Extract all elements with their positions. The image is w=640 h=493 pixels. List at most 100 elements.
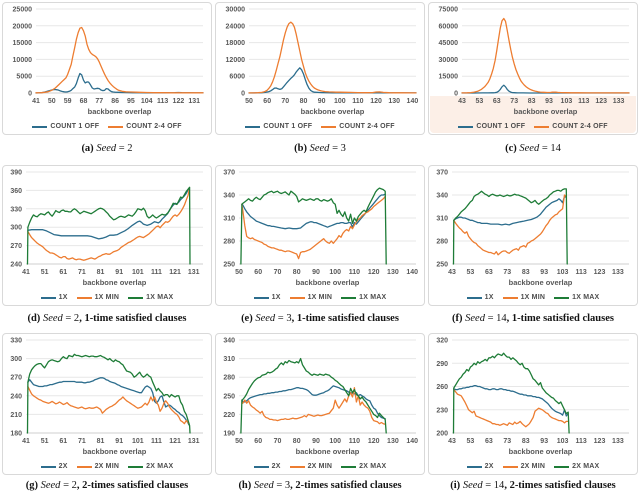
y-tick-label: 300 <box>10 356 22 363</box>
y-tick-label: 180 <box>10 431 22 438</box>
y-tick-label: 340 <box>223 193 235 200</box>
legend-line-swatch <box>554 296 570 299</box>
x-axis-title: backbone overlap <box>509 447 573 456</box>
chart-d-frame: 240 270 300 330 360 390 41 51 61 71 81 91 101 111 121 1… <box>2 165 212 306</box>
x-tick-label: 50 <box>235 438 243 445</box>
y-tick-label: 190 <box>223 431 235 438</box>
legend-label: 2X <box>58 463 68 470</box>
chart-h-frame: 190 220 250 280 310 340 50 60 70 80 90 100 110 120 130… <box>215 333 425 475</box>
series-line-2x <box>453 385 569 417</box>
legend-item-1x: 1X <box>466 294 494 301</box>
x-axis-title: backbone overlap <box>514 107 578 116</box>
chart-panel-b: 0 6000 12000 18000 24000 30000 50 60 70 80 90 100 11… <box>215 2 425 162</box>
chart-d-caption: (d) Seed = 2, 1-time satisfied clauses <box>2 306 212 330</box>
chart-f-caption: (f) Seed = 14, 1-time satisfied clauses <box>428 306 638 330</box>
x-tick-label: 61 <box>59 438 67 445</box>
x-tick-label: 51 <box>41 438 49 445</box>
x-tick-label: 120 <box>368 438 380 445</box>
x-tick-label: 130 <box>388 98 400 105</box>
x-tick-label: 41 <box>22 438 30 445</box>
x-tick-label: 123 <box>595 98 607 105</box>
y-tick-label: 30000 <box>226 7 246 14</box>
chart-h-caption: (h) Seed = 3, 2-times satisfied clauses <box>215 475 425 493</box>
x-tick-label: 50 <box>235 269 243 276</box>
x-tick-label: 93 <box>540 438 548 445</box>
x-axis-title: backbone overlap <box>83 447 147 456</box>
x-tick-label: 130 <box>387 269 399 276</box>
legend-item-2x-max: 2X MAX <box>128 463 173 470</box>
caption-eq: = 14 <box>539 143 561 154</box>
series-line-1x <box>241 193 386 230</box>
x-tick-label: 68 <box>80 98 88 105</box>
x-tick-label: 43 <box>458 98 466 105</box>
x-tick-label: 131 <box>188 438 200 445</box>
x-tick-label: 95 <box>127 98 135 105</box>
x-tick-label: 103 <box>557 438 569 445</box>
x-tick-label: 81 <box>97 438 105 445</box>
caption-eq: = 3 <box>329 143 346 154</box>
series-line-2x <box>241 385 386 420</box>
x-tick-label: 110 <box>352 98 363 105</box>
chart-d-plot: 240 270 300 330 360 390 41 51 61 71 81 91 101 111 121 1… <box>10 170 203 287</box>
y-tick-label: 10000 <box>13 57 33 64</box>
x-tick-label: 140 <box>406 269 418 276</box>
series-line-1x-min <box>241 195 386 260</box>
figure-row-1: 0 5000 10000 15000 20000 25000 41 50 59 68 77 86 95 1… <box>2 2 638 162</box>
x-tick-label: 91 <box>115 438 123 445</box>
y-tick-label: 330 <box>10 206 22 213</box>
x-tick-label: 140 <box>406 438 418 445</box>
legend-line-swatch <box>502 465 518 468</box>
x-axis-title: backbone overlap <box>296 278 360 287</box>
caption-eq: = 2 <box>62 313 80 324</box>
x-tick-label: 104 <box>141 98 153 105</box>
caption-var: Seed <box>519 143 540 154</box>
legend-line-swatch <box>466 465 482 468</box>
x-tick-label: 101 <box>132 438 144 445</box>
legend-item-2x-min: 2X MIN <box>289 463 333 470</box>
chart-e-legend: 1X 1X MIN 1X MAX <box>216 290 424 305</box>
y-tick-label: 240 <box>10 262 22 269</box>
x-tick-label: 93 <box>540 269 548 276</box>
legend-item-2x-max: 2X MAX <box>341 463 386 470</box>
series-line-count-1-off <box>248 67 417 94</box>
y-tick-label: 220 <box>223 412 235 419</box>
legend-line-swatch <box>128 465 144 468</box>
legend-label: 2X <box>484 463 494 470</box>
x-tick-label: 80 <box>293 438 301 445</box>
x-tick-label: 113 <box>578 98 589 105</box>
legend-line-swatch <box>289 296 305 299</box>
legend-label: 1X MIN <box>520 294 546 301</box>
caption-tag: (c) <box>505 143 517 154</box>
legend-line-swatch <box>534 125 550 128</box>
legend-item-1x-min: 1X MIN <box>289 294 333 301</box>
y-tick-label: 340 <box>436 193 448 200</box>
x-tick-label: 63 <box>493 98 501 105</box>
x-tick-label: 73 <box>510 98 518 105</box>
legend-item-1x-max: 1X MAX <box>554 294 599 301</box>
legend-item-1x-min: 1X MIN <box>76 294 120 301</box>
legend-line-swatch <box>341 465 357 468</box>
legend-label: 2X MIN <box>520 463 546 470</box>
y-tick-label: 25000 <box>13 7 33 14</box>
x-tick-label: 111 <box>151 438 162 445</box>
caption-rest: , 1-time satisfied clauses <box>506 313 614 324</box>
series-line-count-1-off <box>461 84 630 94</box>
x-tick-label: 110 <box>349 269 360 276</box>
chart-e-frame: 250 280 310 340 370 50 60 70 80 90 100 110 120 130 140… <box>215 165 425 306</box>
x-tick-label: 133 <box>613 98 625 105</box>
caption-eq: = 3 <box>275 313 292 324</box>
legend-line-swatch <box>76 465 92 468</box>
chart-g-plot: 180 210 240 270 300 330 41 51 61 71 81 91 101 111 121 1… <box>10 338 203 456</box>
legend-item-2x: 2X <box>40 463 68 470</box>
chart-a-caption: (a) Seed = 2 <box>2 135 212 162</box>
y-tick-label: 340 <box>223 338 235 345</box>
caption-rest: , 1-time satisfied clauses <box>79 313 187 324</box>
legend-item-2x: 2X <box>466 463 494 470</box>
legend-item-count-2-4-off: COUNT 2-4 OFF <box>321 123 395 130</box>
caption-eq: = 2 <box>116 143 133 154</box>
x-tick-label: 90 <box>312 269 320 276</box>
legend-label: 1X MIN <box>94 294 120 301</box>
series-line-1x-min <box>27 189 190 261</box>
caption-tag: (a) <box>81 143 94 154</box>
caption-var: Seed <box>465 313 485 324</box>
